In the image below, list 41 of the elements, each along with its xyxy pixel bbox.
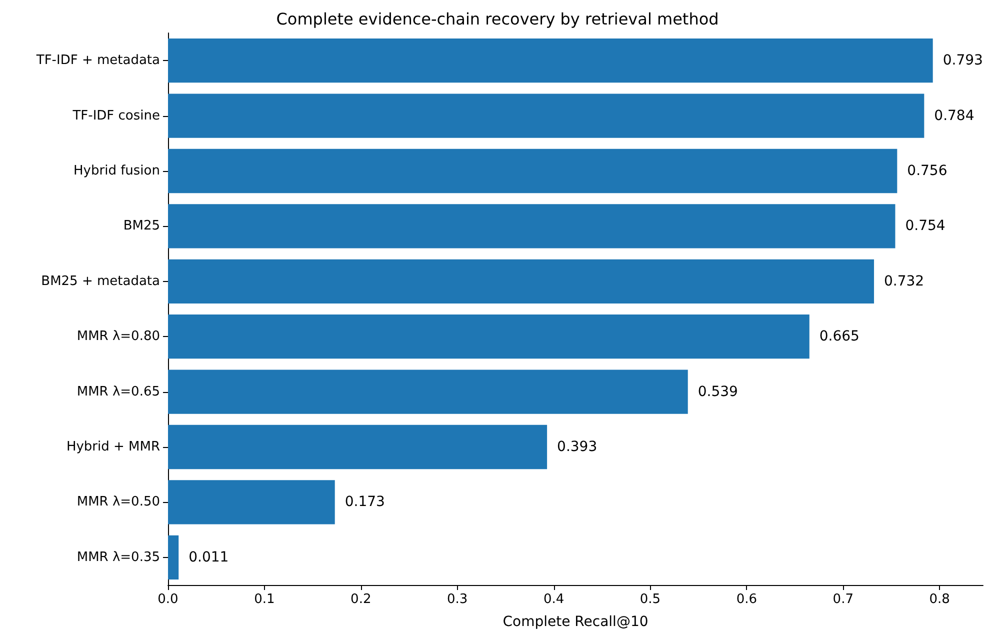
chart-title: Complete evidence-chain recovery by retrieval method xyxy=(276,10,719,28)
x-axis-title: Complete Recall@10 xyxy=(502,614,648,630)
bar xyxy=(168,535,179,580)
y-tick-label: MMR λ=0.65 xyxy=(76,384,160,400)
y-tick-label: Hybrid + MMR xyxy=(66,440,160,454)
data-label: 0.173 xyxy=(344,494,385,510)
x-tick-label: 0.8 xyxy=(929,592,950,607)
y-tick-label: Hybrid fusion xyxy=(74,164,160,178)
x-tick-label: 0.3 xyxy=(447,592,468,607)
bar xyxy=(168,94,924,138)
y-tick-label: MMR λ=0.35 xyxy=(76,550,160,565)
bar xyxy=(168,204,896,248)
data-label: 0.756 xyxy=(907,163,948,179)
x-tick-label: 0.4 xyxy=(543,592,564,607)
x-tick-label: 0.6 xyxy=(736,592,758,607)
x-tick-label: 0.2 xyxy=(350,592,372,607)
bar xyxy=(168,370,688,414)
bar xyxy=(168,259,874,304)
y-tick-label: BM25 xyxy=(123,218,160,234)
data-label: 0.539 xyxy=(698,384,738,400)
x-tick-label: 0.1 xyxy=(254,592,275,607)
y-tick-label: TF-IDF cosine xyxy=(72,108,160,124)
bar xyxy=(168,424,548,470)
bar xyxy=(168,480,335,524)
data-label: 0.011 xyxy=(188,549,229,566)
y-tick-label: MMR λ=0.80 xyxy=(76,329,160,344)
y-tick-label: TF-IDF + metadata xyxy=(35,53,160,68)
y-tick-label: MMR λ=0.50 xyxy=(76,494,160,510)
bar xyxy=(168,38,933,83)
x-tick-label: 0.5 xyxy=(640,592,661,607)
x-tick-label: 0.7 xyxy=(832,592,854,607)
data-label: 0.665 xyxy=(819,328,860,345)
x-tick-label: 0.0 xyxy=(158,592,178,607)
y-tick-label: BM25 + metadata xyxy=(41,274,160,289)
bar xyxy=(168,314,810,359)
data-label: 0.732 xyxy=(884,273,924,290)
data-label: 0.754 xyxy=(905,218,946,234)
data-label: 0.393 xyxy=(557,439,598,455)
data-label: 0.793 xyxy=(942,52,983,69)
bar xyxy=(168,148,898,194)
data-label: 0.784 xyxy=(934,108,974,124)
